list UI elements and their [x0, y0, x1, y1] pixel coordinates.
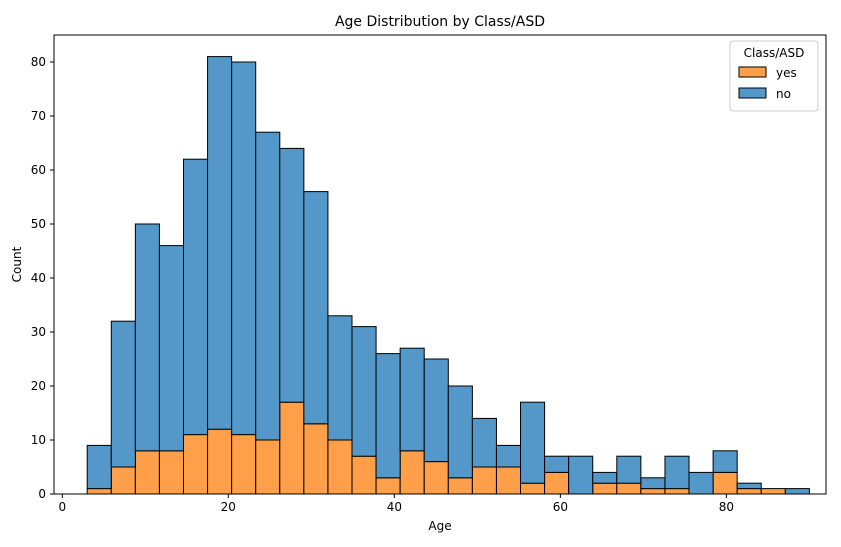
bar-yes-7	[255, 439, 281, 495]
bar-yes-18	[520, 482, 546, 495]
bar-no-9	[303, 191, 329, 425]
x-axis-label: Age	[428, 519, 451, 533]
y-tick-label: 10	[31, 433, 46, 447]
bar-yes-24	[664, 488, 690, 495]
y-axis-ticks: 0 10 20 30 40 50 60 70 80	[31, 55, 54, 501]
bar-no-19	[544, 455, 570, 473]
x-tick-label: 80	[719, 500, 734, 514]
plot-frame	[53, 34, 827, 495]
y-tick-label: 0	[38, 487, 46, 501]
bar-no-11	[351, 326, 377, 457]
bar-yes-4	[183, 434, 209, 495]
bar-yes-0	[86, 488, 112, 495]
bar-no-22	[616, 455, 642, 484]
legend-swatch-yes	[738, 66, 767, 78]
bar-no-15	[447, 385, 473, 479]
bar-yes-9	[303, 423, 329, 495]
bar-no-24	[664, 455, 690, 490]
bar-no-10	[327, 315, 353, 441]
bar-yes-28	[760, 488, 786, 495]
legend-label-no: no	[776, 87, 791, 101]
bar-yes-8	[279, 401, 305, 495]
bar-no-23	[640, 477, 666, 490]
y-tick-label: 70	[31, 109, 46, 123]
bar-yes-19	[544, 471, 570, 495]
bar-no-17	[495, 444, 522, 468]
bar-no-6	[231, 61, 257, 436]
x-tick-label: 20	[221, 500, 236, 514]
bar-no-14	[423, 358, 449, 463]
bar-no-5	[207, 56, 233, 430]
bar-yes-15	[447, 477, 473, 495]
bar-yes-22	[616, 482, 642, 495]
bar-yes-11	[351, 455, 377, 495]
x-axis-ticks: 0 20 40 60 80	[58, 494, 734, 514]
y-tick-label: 20	[31, 379, 46, 393]
y-tick-label: 80	[31, 55, 46, 69]
y-tick-label: 60	[31, 163, 46, 177]
bar-yes-2	[134, 450, 160, 495]
bar-no-12	[375, 353, 401, 479]
bar-no-20	[568, 455, 594, 495]
legend-title: Class/ASD	[744, 46, 805, 60]
bar-no-18	[520, 401, 546, 484]
bar-no-0	[86, 444, 112, 490]
bar-yes-3	[158, 450, 184, 495]
bar-no-8	[279, 147, 305, 403]
x-tick-label: 60	[553, 500, 568, 514]
x-tick-label: 0	[58, 500, 66, 514]
bar-no-16	[471, 417, 497, 468]
bar-yes-21	[592, 482, 618, 495]
x-tick-label: 40	[387, 500, 402, 514]
y-tick-label: 50	[31, 217, 46, 231]
legend-swatch-no	[738, 87, 767, 99]
bar-no-13	[399, 347, 425, 452]
y-tick-label: 30	[31, 325, 46, 339]
bar-no-26	[712, 450, 738, 473]
bar-no-27	[736, 482, 762, 490]
bar-no-4	[183, 158, 209, 436]
bar-yes-26	[712, 471, 738, 495]
bar-yes-10	[327, 439, 353, 495]
bar-no-21	[592, 471, 618, 484]
bar-no-7	[255, 131, 281, 441]
bars-layer	[86, 56, 810, 495]
legend-entries: yes no	[738, 66, 797, 101]
y-axis-label: Count	[10, 246, 24, 282]
legend-label-yes: yes	[776, 66, 797, 80]
bar-yes-16	[471, 466, 497, 495]
bar-yes-23	[640, 488, 666, 495]
bar-yes-27	[736, 488, 762, 495]
legend: Class/ASD yes no	[729, 40, 819, 112]
bar-yes-6	[231, 434, 257, 495]
bar-no-25	[688, 471, 714, 495]
y-tick-label: 40	[31, 271, 46, 285]
bar-yes-12	[375, 477, 401, 495]
bar-yes-1	[110, 466, 136, 495]
bar-no-1	[110, 320, 136, 468]
bar-yes-13	[399, 450, 425, 495]
bar-yes-5	[207, 428, 233, 495]
chart-title: Age Distribution by Class/ASD	[335, 14, 545, 30]
bar-yes-14	[423, 461, 449, 495]
bar-no-2	[134, 223, 160, 452]
bar-no-3	[158, 245, 184, 452]
bar-yes-17	[495, 466, 522, 495]
bar-no-29	[784, 488, 810, 495]
